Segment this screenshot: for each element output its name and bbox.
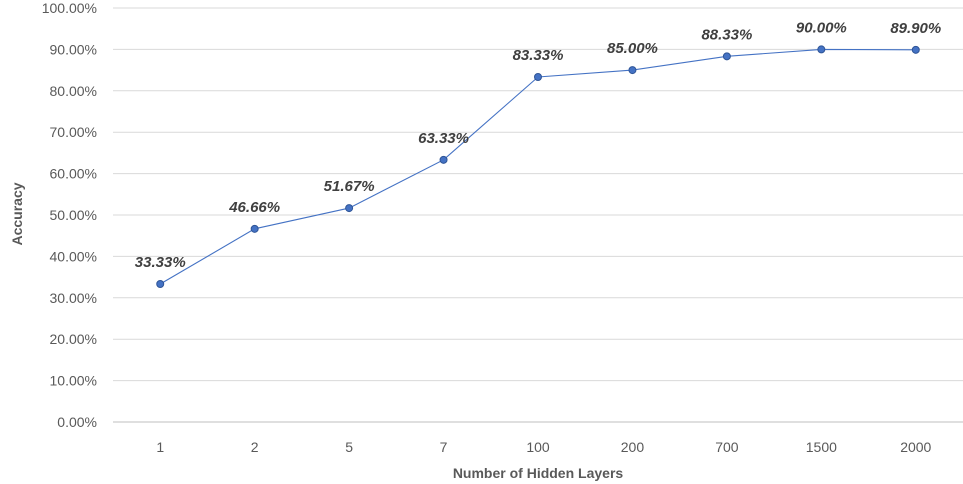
data-label: 46.66% <box>228 199 280 216</box>
data-label: 51.67% <box>324 178 375 195</box>
data-point <box>817 45 826 54</box>
data-point <box>156 280 165 289</box>
data-labels: 33.33% 46.66% 51.67% 63.33% 83.33% 85.00% 88.3… <box>135 19 941 271</box>
data-label: 83.33% <box>513 47 564 64</box>
data-label: 63.33% <box>418 130 469 147</box>
data-point <box>439 155 448 164</box>
x-tick-label: 5 <box>345 439 353 455</box>
x-tick-label: 2 <box>251 439 259 455</box>
y-tick-label: 100.00% <box>42 0 97 16</box>
y-tick-label: 40.00% <box>50 248 97 264</box>
y-tick-label: 50.00% <box>50 207 97 223</box>
x-axis: 1 2 5 7 100 200 700 1500 2000 <box>156 439 931 455</box>
data-label: 90.00% <box>796 19 847 36</box>
x-tick-label: 1 <box>156 439 164 455</box>
y-tick-label: 10.00% <box>50 373 97 389</box>
series-line <box>159 48 916 285</box>
data-label: 33.33% <box>135 254 186 271</box>
data-point <box>628 66 637 75</box>
x-tick-label: 7 <box>440 439 448 455</box>
y-axis-title: Accuracy <box>9 182 25 245</box>
data-label: 88.33% <box>701 26 752 43</box>
data-point <box>722 52 731 61</box>
data-point <box>345 204 354 213</box>
y-tick-label: 30.00% <box>50 290 97 306</box>
data-point <box>534 73 542 82</box>
x-tick-label: 700 <box>715 439 739 455</box>
data-label: 85.00% <box>607 40 658 57</box>
y-tick-label: 90.00% <box>50 41 97 57</box>
x-axis-title: Number of Hidden Layers <box>453 465 624 481</box>
series-group <box>156 45 920 289</box>
y-axis: 0.00% 10.00% 20.00% 30.00% 40.00% 50.00% 60.00… <box>42 0 97 430</box>
x-tick-label: 1500 <box>806 439 837 455</box>
x-tick-label: 200 <box>621 439 645 455</box>
y-tick-label: 60.00% <box>50 166 97 182</box>
y-tick-label: 80.00% <box>50 83 97 99</box>
data-label: 89.90% <box>890 20 941 37</box>
y-tick-label: 0.00% <box>57 414 97 430</box>
y-tick-label: 20.00% <box>50 331 97 347</box>
data-point <box>250 224 259 233</box>
x-tick-label: 2000 <box>900 439 931 455</box>
data-point <box>911 45 920 54</box>
x-tick-label: 100 <box>526 439 550 455</box>
y-tick-label: 70.00% <box>50 124 97 140</box>
